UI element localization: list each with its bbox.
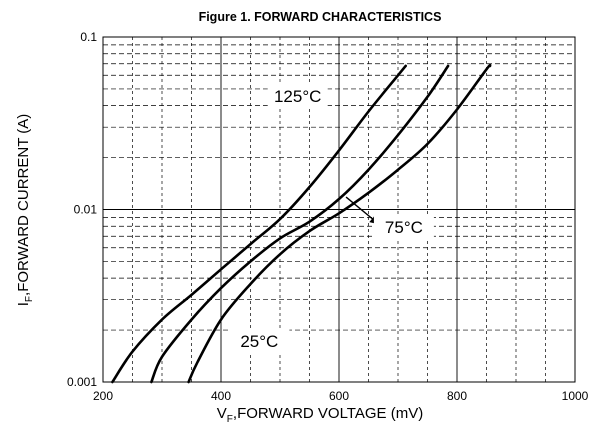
curve-label: 25°C [240, 332, 278, 351]
x-axis-label: VF,FORWARD VOLTAGE (mV) [217, 405, 423, 425]
grid [103, 37, 575, 382]
y-axis-label-main: I [15, 302, 32, 306]
x-axis-label-rest: ,FORWARD VOLTAGE (mV) [233, 405, 423, 422]
curve-series-1 [150, 64, 450, 384]
plot-frame [102, 36, 576, 383]
curve-series-2 [187, 63, 492, 384]
curve-label-background [267, 82, 328, 107]
curve-labels: 125°C 75°C 25°C [229, 82, 434, 353]
y-tick-label: 0.001 [67, 375, 97, 389]
curve-series-0 [111, 64, 407, 384]
x-tick-label: 400 [211, 389, 231, 403]
chart-title: Figure 1. FORWARD CHARACTERISTICS [199, 10, 442, 24]
curve-label: 125°C [274, 87, 321, 106]
x-axis-label-main: V [217, 405, 227, 422]
x-tick-label: 600 [329, 389, 349, 403]
x-tick-label: 800 [447, 389, 467, 403]
curve-label-background [373, 214, 434, 239]
curves [111, 63, 492, 384]
curve-label-background [229, 328, 290, 353]
x-tick-labels: 200 400 600 800 1000 [93, 389, 589, 403]
y-tick-label: 0.1 [80, 30, 97, 44]
y-axis-label-sub: F [24, 296, 35, 302]
y-axis-label: IF,FORWARD CURRENT (A) [15, 114, 35, 307]
curve-label: 75°C [385, 218, 423, 237]
y-tick-labels: 0.001 0.01 0.1 [67, 30, 97, 389]
x-axis-label-sub: F [227, 414, 233, 425]
y-axis-label-rest: ,FORWARD CURRENT (A) [15, 114, 32, 296]
x-tick-label: 200 [93, 389, 113, 403]
y-tick-label: 0.01 [74, 203, 98, 217]
x-tick-label: 1000 [562, 389, 589, 403]
